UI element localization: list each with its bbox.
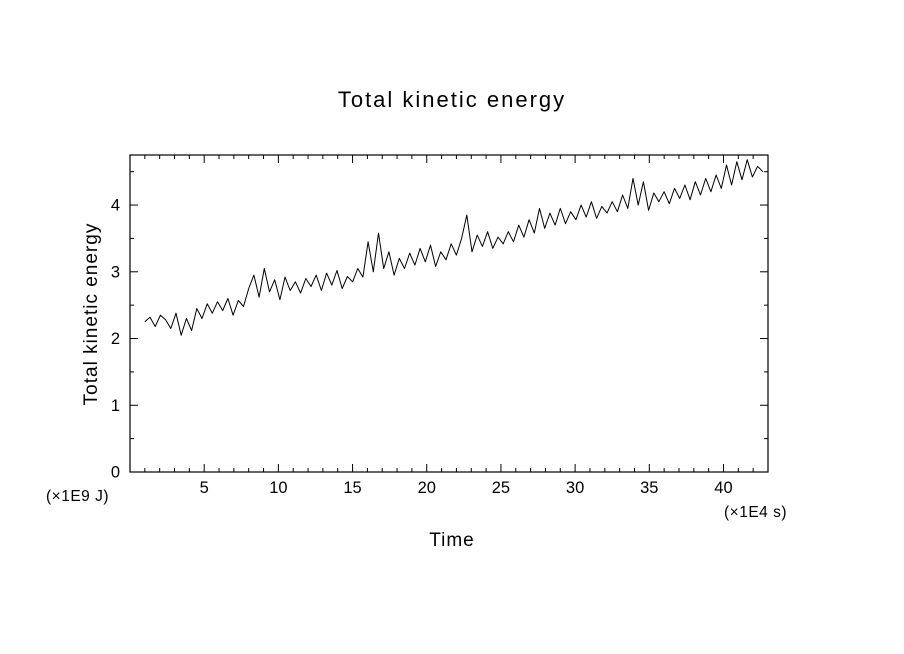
data-line-series [144, 159, 764, 336]
x-tick-label: 30 [566, 479, 584, 497]
y-tick-label: 2 [111, 330, 120, 348]
x-tick-label: 35 [640, 479, 658, 497]
y-tick-label: 4 [111, 197, 120, 215]
x-tick-label: 15 [343, 479, 361, 497]
x-axis-label: Time [429, 530, 475, 551]
x-tick-label: 10 [269, 479, 287, 497]
axis-tick-labels: 5 10 15 20 25 30 35 40 0 1 2 3 4 [111, 197, 733, 497]
x-tick-label: 25 [492, 479, 510, 497]
axis-ticks [130, 155, 768, 473]
plot-border [129, 154, 769, 473]
y-tick-label: 1 [111, 397, 120, 415]
y-tick-label: 0 [111, 464, 120, 482]
chart-title: Total kinetic energy [338, 87, 566, 112]
x-tick-label: 40 [714, 479, 732, 497]
x-tick-label: 20 [418, 479, 436, 497]
y-unit-label: (×1E9 J) [46, 488, 109, 505]
y-axis-label: Total kinetic energy [81, 223, 102, 406]
y-tick-label: 3 [111, 263, 120, 281]
x-tick-label: 5 [200, 479, 209, 497]
x-unit-label: (×1E4 s) [724, 504, 787, 521]
